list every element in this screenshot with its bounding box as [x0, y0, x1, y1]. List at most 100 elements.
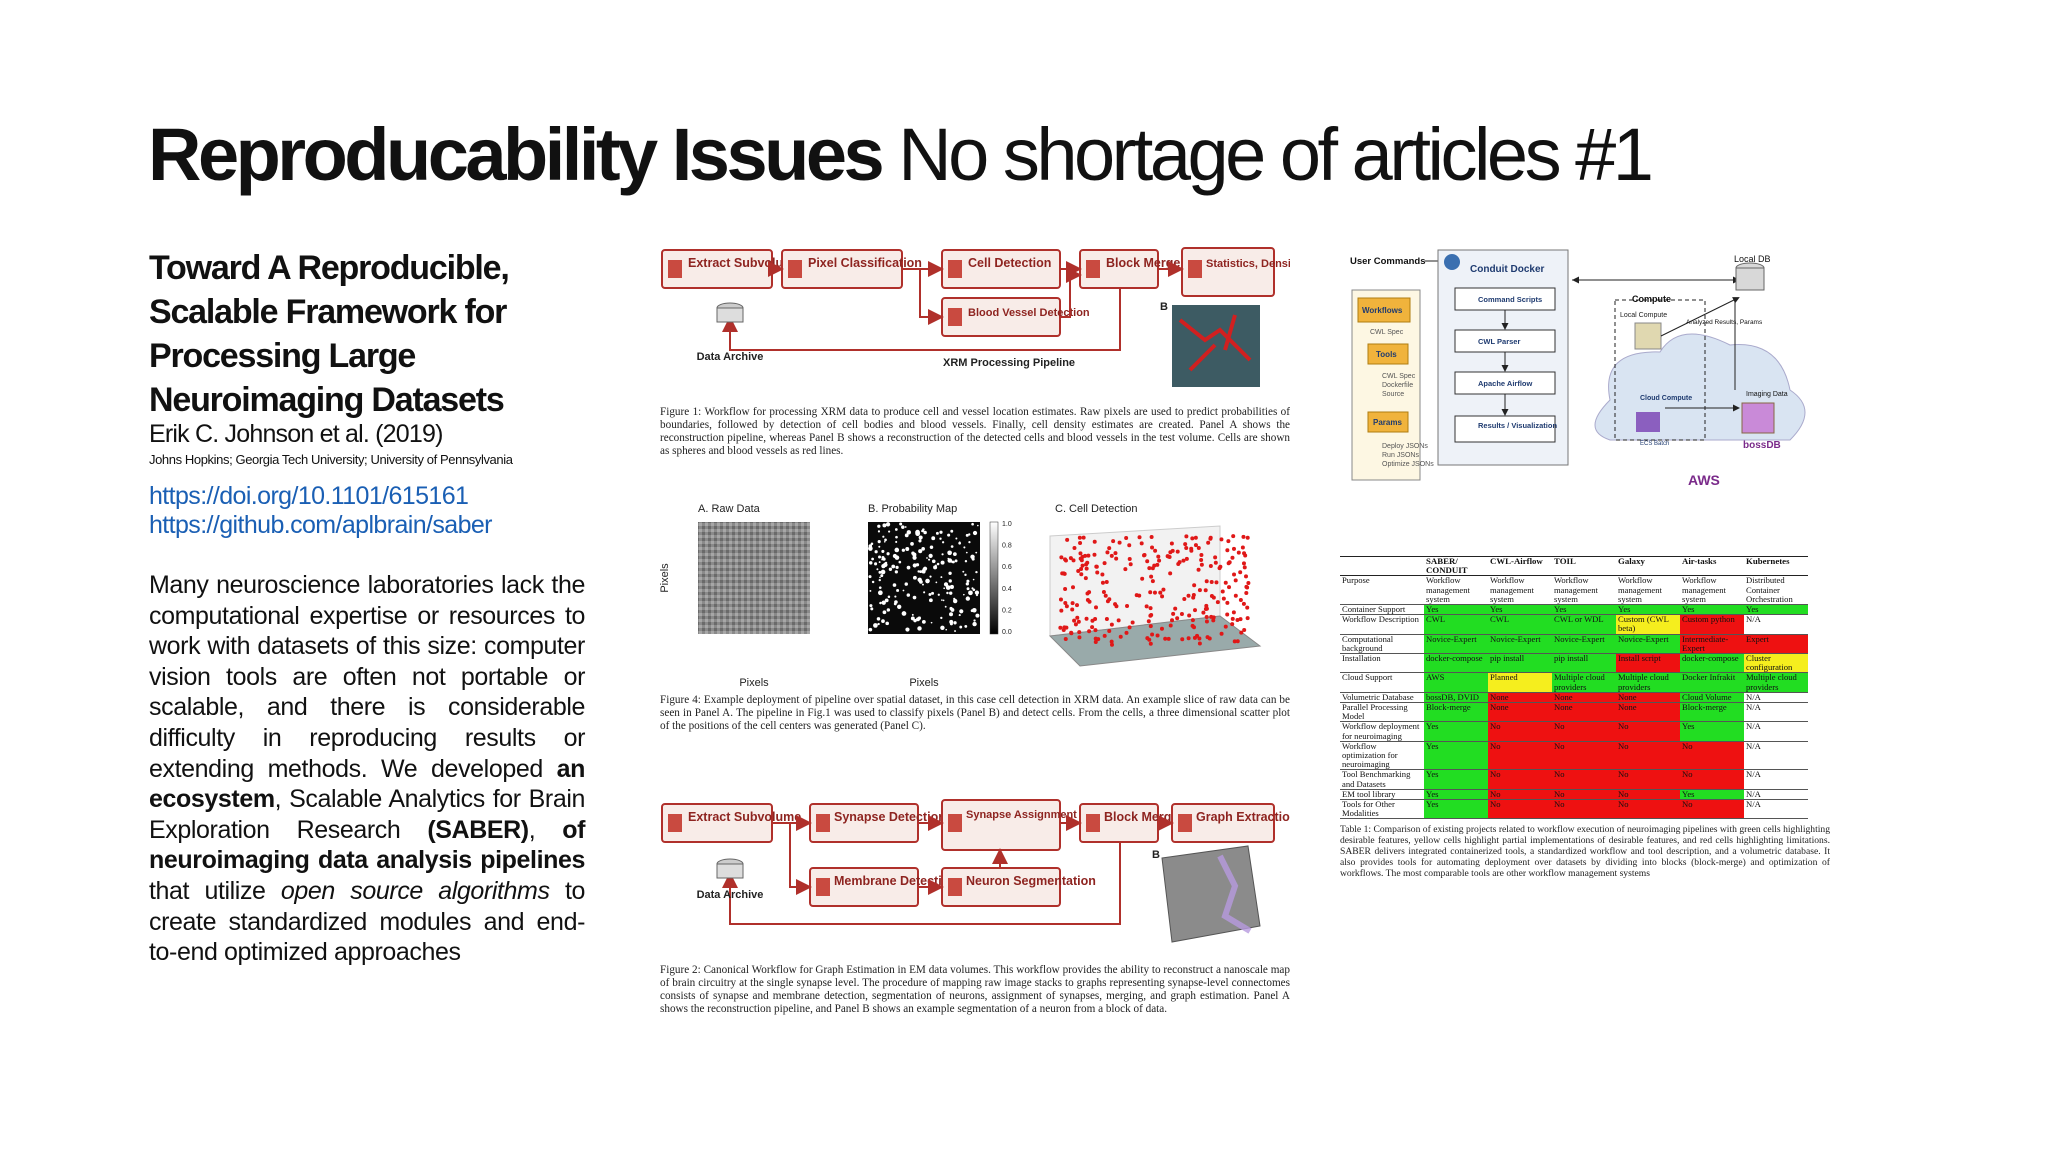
table-cell: Install script: [1616, 653, 1680, 674]
table-cell: N/A: [1744, 799, 1808, 820]
cell-dot: [1199, 552, 1204, 557]
probability-dot: [975, 551, 978, 554]
cell-dot: [1226, 539, 1231, 544]
probability-dot: [958, 541, 962, 545]
table-row-label: Workflow Description: [1340, 615, 1424, 635]
probability-dot: [945, 628, 948, 631]
table-row: Installation docker-compose pip install pip…: [1340, 653, 1808, 674]
table-cell: AWS: [1424, 673, 1488, 693]
cell-dot: [1189, 546, 1194, 551]
cell-dot: [1107, 546, 1112, 551]
cell-dot: [1238, 617, 1243, 622]
cell-dot: [1223, 580, 1228, 585]
probability-map-dots: [868, 522, 980, 633]
cell-dot: [1205, 635, 1210, 640]
table-cell: Novice-Expert: [1488, 634, 1552, 655]
probability-dot: [917, 570, 920, 573]
paper-authors: Erik C. Johnson et al. (2019): [149, 420, 443, 448]
cell-dot: [1192, 608, 1197, 613]
local-compute-label: Local Compute: [1620, 312, 1667, 319]
table-cell: No: [1680, 799, 1744, 820]
github-link[interactable]: https://github.com/aplbrain/saber: [149, 511, 493, 539]
panel-b-label: B: [1152, 849, 1160, 861]
probability-dot: [925, 578, 930, 584]
table-cell: bossDB, DVID: [1424, 692, 1488, 704]
cell-dot: [1173, 606, 1178, 611]
cell-dot: [1059, 555, 1064, 560]
table-row-label: Volumetric Database: [1340, 692, 1424, 704]
doi-link[interactable]: https://doi.org/10.1101/615161: [149, 482, 469, 510]
cell-dot: [1123, 567, 1128, 572]
cell-dot: [1073, 622, 1078, 627]
table-row: Cloud Support AWS Planned Multiple cloud pr…: [1340, 673, 1808, 693]
cloud-compute-label: Cloud Compute: [1640, 395, 1692, 402]
paper-affiliations: Johns Hopkins; Georgia Tech University; …: [149, 452, 513, 467]
architecture-diagram: User Commands Workflows CWL Spec Tools C…: [1340, 240, 1840, 490]
cell-dot: [1109, 553, 1114, 558]
abstract-emphasis: (SABER): [427, 815, 529, 844]
probability-dot: [943, 587, 946, 590]
cell-dot: [1090, 618, 1095, 623]
table-cell: CWL or WDL: [1552, 615, 1616, 635]
table-cell: Yes: [1424, 770, 1488, 790]
probability-dot: [959, 625, 963, 629]
table-cell: No: [1616, 789, 1680, 801]
cell-dot: [1197, 641, 1202, 646]
panel-c-title: C. Cell Detection: [1055, 503, 1138, 515]
probability-dot: [940, 576, 943, 579]
cell-dot: [1156, 554, 1161, 559]
probability-map-image: [868, 522, 980, 634]
cell-dot: [1152, 590, 1157, 595]
probability-dot: [975, 570, 978, 574]
cell-dot: [1218, 564, 1223, 569]
table-row-label: Parallel Processing Model: [1340, 702, 1424, 723]
cell-dot: [1087, 599, 1092, 604]
table-cell: N/A: [1744, 692, 1808, 704]
table-cell: None: [1488, 692, 1552, 704]
colorbar-ticks: 1.0 0.8 0.6 0.4 0.2 0.0: [1002, 521, 1012, 636]
probability-dot: [962, 570, 965, 573]
probability-dot: [974, 590, 980, 595]
table-row-label: EM tool library: [1340, 789, 1424, 801]
cell-dot: [1230, 555, 1235, 560]
probability-dot: [919, 579, 923, 584]
cell-dot: [1094, 564, 1099, 569]
cell-dot: [1166, 554, 1171, 559]
table-row: Parallel Processing Model Block-merge None…: [1340, 702, 1808, 723]
probability-dot: [885, 621, 889, 626]
probability-dot: [929, 545, 934, 550]
cell-dot: [1206, 540, 1211, 545]
probability-dot: [877, 530, 881, 533]
table-row-label: Workflow deployment for neuroimaging: [1340, 722, 1424, 742]
cell-dot: [1242, 565, 1247, 570]
cell-dot: [1193, 543, 1198, 548]
cell-dot: [1085, 560, 1090, 565]
probability-dot: [971, 522, 974, 526]
probability-dot: [921, 547, 925, 551]
table-cell: No: [1488, 722, 1552, 742]
table-cell: Workflow management system: [1488, 576, 1552, 606]
probability-dot: [898, 560, 902, 564]
cell-dot: [1145, 636, 1150, 641]
cell-dot: [1063, 600, 1068, 605]
cell-dot: [1227, 585, 1232, 590]
probability-dot: [968, 533, 971, 536]
cell-dot: [1197, 636, 1202, 641]
table-cell: Novice-Expert: [1424, 634, 1488, 655]
cell-dot: [1157, 558, 1162, 563]
table-row-label: Tools for Other Modalities: [1340, 799, 1424, 820]
table-cell: Novice-Expert: [1552, 634, 1616, 655]
probability-dot: [966, 587, 970, 591]
table-cell: No: [1488, 770, 1552, 790]
table-cell: Yes: [1424, 722, 1488, 742]
cell-dot: [1148, 590, 1153, 595]
probability-dot: [910, 542, 914, 546]
probability-dot: [940, 616, 943, 620]
probability-dot: [918, 539, 922, 543]
cell-dot: [1190, 618, 1195, 623]
cell-dot: [1197, 588, 1202, 593]
table-cell: No: [1616, 799, 1680, 820]
cell-dot: [1083, 553, 1088, 558]
probability-dot: [877, 540, 881, 544]
cell-dot: [1159, 626, 1164, 631]
